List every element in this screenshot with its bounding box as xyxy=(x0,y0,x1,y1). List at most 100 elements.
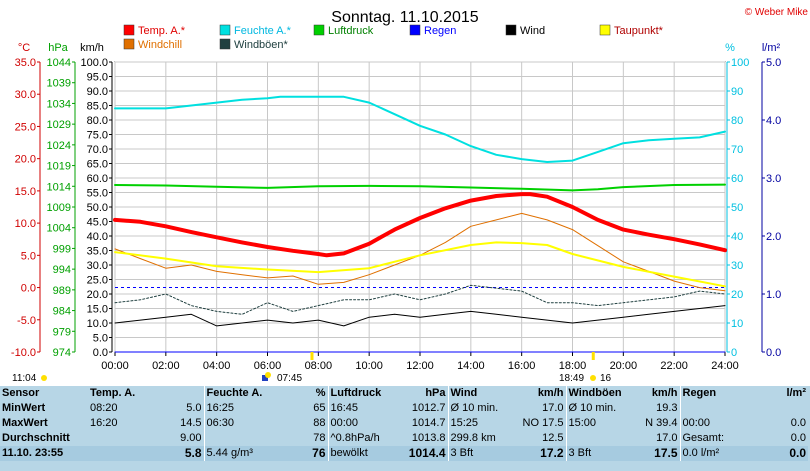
left-axes: 35.0 30.0 25.0 20.0 15.0 10.0 5.0 0.0 -5.0 -10.0 1… xyxy=(11,57,113,359)
legend-swatch xyxy=(599,24,611,36)
legend-swatch xyxy=(123,38,135,50)
series-feuchtea-line xyxy=(114,95,726,163)
header-wind: Wind xyxy=(447,386,512,401)
pressure-tick-label: 999 xyxy=(53,243,71,255)
temp-axis-label: °C xyxy=(18,42,30,54)
summary-cell xyxy=(203,431,268,446)
wind-tick-label: 35.0 xyxy=(87,246,108,258)
humidity-tick-label: 20 xyxy=(731,289,743,301)
summary-header-row: Sensor Temp. A. Feuchte A. % Luftdruck h… xyxy=(0,386,808,401)
sunset-time: 18:49 xyxy=(559,373,584,384)
legend-swatch xyxy=(409,24,421,36)
header-wind-unit: km/h xyxy=(537,387,564,399)
summary-cell xyxy=(679,401,750,416)
summary-cell: 88 xyxy=(313,417,326,429)
humidity-tick-label: 60 xyxy=(731,173,743,185)
legend-label: Windböen* xyxy=(234,39,289,51)
humidity-tick-label: 70 xyxy=(731,144,743,156)
rain-tick-label: 2.0 xyxy=(766,231,781,243)
sunrise-icon xyxy=(262,375,268,381)
summary-cell: 17.0 xyxy=(656,432,678,444)
summary-cell: 15:00 xyxy=(565,416,632,431)
header-rain: Regen xyxy=(679,386,750,401)
summary-cell: 1014.4 xyxy=(396,446,448,461)
weather-chart: Sonntag. 11.10.2015 © Weber Mike Temp. A… xyxy=(10,7,809,384)
summary-row-label: 11.10. 23:55 xyxy=(0,446,88,461)
legend-swatch xyxy=(505,24,517,36)
x-tick-label: 10:00 xyxy=(355,360,383,372)
header-pressure: Luftdruck xyxy=(327,386,396,401)
temp-tick-label: 5.0 xyxy=(21,250,36,262)
rain-tick-label: 5.0 xyxy=(766,57,781,69)
temp-tick-label: 20.0 xyxy=(15,154,36,166)
summary-table: Sensor Temp. A. Feuchte A. % Luftdruck h… xyxy=(0,386,808,461)
wind-tick-label: 95.0 xyxy=(87,72,108,84)
summary-cell: 16:25 xyxy=(203,401,268,416)
summary-cell: 00:00 xyxy=(679,416,750,431)
wind-tick-label: 55.0 xyxy=(87,188,108,200)
summary-cell: 12.5 xyxy=(542,432,564,444)
summary-cell: 0.0 xyxy=(790,432,806,444)
summary-cell: 0.0 xyxy=(750,446,808,461)
chart-title: Sonntag. 11.10.2015 xyxy=(331,9,478,26)
summary-cell: 06:30 xyxy=(203,416,268,431)
x-tick-label: 16:00 xyxy=(508,360,536,372)
legend-swatch xyxy=(219,38,231,50)
x-tick-label: 00:00 xyxy=(101,360,129,372)
summary-body: MinWert 08:20 5.0 16:25 65 16:45 1012.7 Ø 10 mi… xyxy=(0,401,808,461)
summary-row: MaxWert 16:20 14.5 06:30 88 00:00 1014.7 15:25 N… xyxy=(0,416,808,431)
humidity-tick-label: 90 xyxy=(731,86,743,98)
humidity-tick-label: 80 xyxy=(731,115,743,127)
temp-tick-label: -5.0 xyxy=(17,315,36,327)
summary-cell: 3 Bft xyxy=(447,446,512,461)
x-tick-label: 18:00 xyxy=(559,360,587,372)
summary-cell: 5.44 g/m³ xyxy=(203,446,268,461)
wind-tick-label: 0.0 xyxy=(93,347,108,359)
header-humidity-unit: % xyxy=(315,387,326,399)
summary-row-label: Durchschnitt xyxy=(2,432,70,444)
summary-cell: 16:20 xyxy=(90,417,118,429)
header-gusts-unit: km/h xyxy=(651,387,678,399)
temp-tick-label: 30.0 xyxy=(15,89,36,101)
summary-cell: 1013.8 xyxy=(411,432,446,444)
wind-tick-label: 60.0 xyxy=(87,173,108,185)
legend-swatch xyxy=(313,24,325,36)
wind-tick-label: 70.0 xyxy=(87,144,108,156)
wind-tick-label: 10.0 xyxy=(87,318,108,330)
wind-tick-label: 100.0 xyxy=(80,57,108,69)
summary-cell: 76 xyxy=(268,446,328,461)
series-taupunkt-line xyxy=(114,241,726,288)
header-sensor: Sensor xyxy=(2,387,40,399)
x-tick-label: 04:00 xyxy=(203,360,231,372)
summary-row-label: MinWert xyxy=(2,402,46,414)
event-markers xyxy=(310,352,595,360)
x-tick-label: 06:00 xyxy=(254,360,282,372)
wind-tick-label: 5.0 xyxy=(93,333,108,345)
legend-label: Regen xyxy=(424,25,456,37)
summary-cell: 17.2 xyxy=(512,446,566,461)
summary-cell: bewölkt xyxy=(327,446,396,461)
summary-cell: 08:20 xyxy=(90,402,118,414)
pressure-tick-label: 1004 xyxy=(47,223,71,235)
summary-cell: ^0.8hPa/h xyxy=(327,431,396,446)
header-humidity: Feuchte A. xyxy=(203,386,268,401)
x-tick-label: 12:00 xyxy=(406,360,434,372)
rain-tick-label: 4.0 xyxy=(766,115,781,127)
pressure-tick-label: 1024 xyxy=(47,140,71,152)
summary-cell: N 39.4 xyxy=(645,417,678,429)
series-windben-line xyxy=(114,284,726,315)
legend-label: Wind xyxy=(520,25,545,37)
series-lines xyxy=(113,95,727,353)
pressure-tick-label: 974 xyxy=(53,347,71,359)
rain-tick-label: 3.0 xyxy=(766,173,781,185)
temp-tick-label: 15.0 xyxy=(15,186,36,198)
summary-row-label: MaxWert xyxy=(2,417,48,429)
x-tick-label: 08:00 xyxy=(305,360,333,372)
watermark-text: © Weber Mike xyxy=(745,7,809,18)
summary-cell: 17.0 xyxy=(542,402,564,414)
moonrise-time: 11:04 xyxy=(12,373,37,384)
wind-tick-label: 45.0 xyxy=(87,217,108,229)
moon-icon xyxy=(41,375,47,381)
series-tempa-line xyxy=(113,192,727,258)
